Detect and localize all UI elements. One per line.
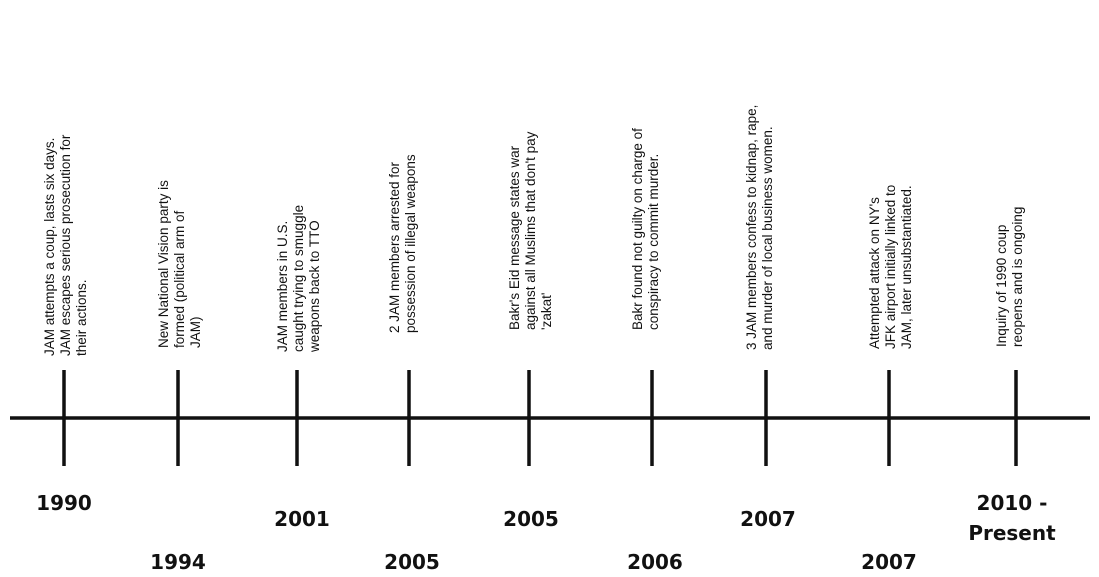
event-year: 1990: [36, 491, 92, 515]
event-description-line: and murder of local business women.: [760, 126, 775, 350]
event-year: 1994: [150, 550, 206, 574]
event-description-line: JAM attempts a coup, lasts six days.: [42, 138, 57, 356]
event-description: JAM attempts a coup, lasts six days.JAM …: [42, 134, 89, 356]
event-description-line: JFK airport initially linked to: [883, 185, 898, 349]
event-year: 2001: [274, 507, 330, 531]
event-description-line: against all Muslims that don't pay: [523, 131, 538, 330]
event-description-line: JAM escapes serious prosecution for: [58, 134, 73, 356]
event-description-line: JAM, later unsubstantiated.: [899, 185, 914, 349]
event-description: JAM members in U.S.caught trying to smug…: [275, 205, 322, 353]
event-year: 2010 - Present: [968, 491, 1056, 545]
event-description-line: 2 JAM members arrested for: [387, 161, 402, 333]
event-description-line: conspiracy to commit murder.: [646, 154, 661, 330]
event-description-line: Bakr found not guilty on charge of: [630, 128, 645, 330]
event-description-line: 3 JAM members confess to kidnap, rape,: [744, 105, 759, 350]
event-description: 2 JAM members arrested forpossession of …: [387, 154, 418, 333]
event-description: 3 JAM members confess to kidnap, rape,an…: [744, 105, 775, 350]
event-description-line: JAM members in U.S.: [275, 221, 290, 352]
event-description-line: Inquiry of 1990 coup: [994, 225, 1009, 347]
event-description-line: possession of illegal weapons: [403, 154, 418, 333]
event-description-line: New National Vision party is: [156, 180, 171, 348]
event-description: Bakr found not guilty on charge ofconspi…: [630, 128, 661, 330]
event-description-line: formed (political arm of: [172, 210, 187, 348]
tick-marks: [62, 370, 1018, 466]
event-description: Attempted attack on NY'sJFK airport init…: [867, 185, 914, 349]
event-years: 1990 1994 2001 2005 2005 2006 2007 2007 2010 - Pr…: [36, 491, 1056, 574]
event-description-line: JAM): [188, 317, 203, 349]
event-description: Bakr's Eid message states waragainst all…: [507, 131, 554, 330]
event-description-line: reopens and is ongoing: [1010, 207, 1025, 347]
event-year: 2006: [627, 550, 683, 574]
event-year: 2005: [384, 550, 440, 574]
event-description-line: caught trying to smuggle: [291, 205, 306, 352]
event-description-line: weapons back to TTO: [307, 220, 322, 353]
event-year: 2007: [861, 550, 917, 574]
event-year-line: 2010 -: [977, 491, 1048, 515]
event-description: New National Vision party isformed (poli…: [156, 180, 203, 348]
event-description: Inquiry of 1990 coupreopens and is ongoi…: [994, 207, 1025, 347]
event-year: 2007: [740, 507, 796, 531]
event-descriptions: JAM attempts a coup, lasts six days.JAM …: [42, 105, 1025, 356]
event-description-line: 'zakat': [539, 293, 554, 330]
event-year-line: Present: [968, 521, 1056, 545]
event-description-line: their actions.: [74, 279, 89, 356]
event-description-line: Bakr's Eid message states war: [507, 145, 522, 330]
event-year: 2005: [503, 507, 559, 531]
event-description-line: Attempted attack on NY's: [867, 197, 882, 349]
